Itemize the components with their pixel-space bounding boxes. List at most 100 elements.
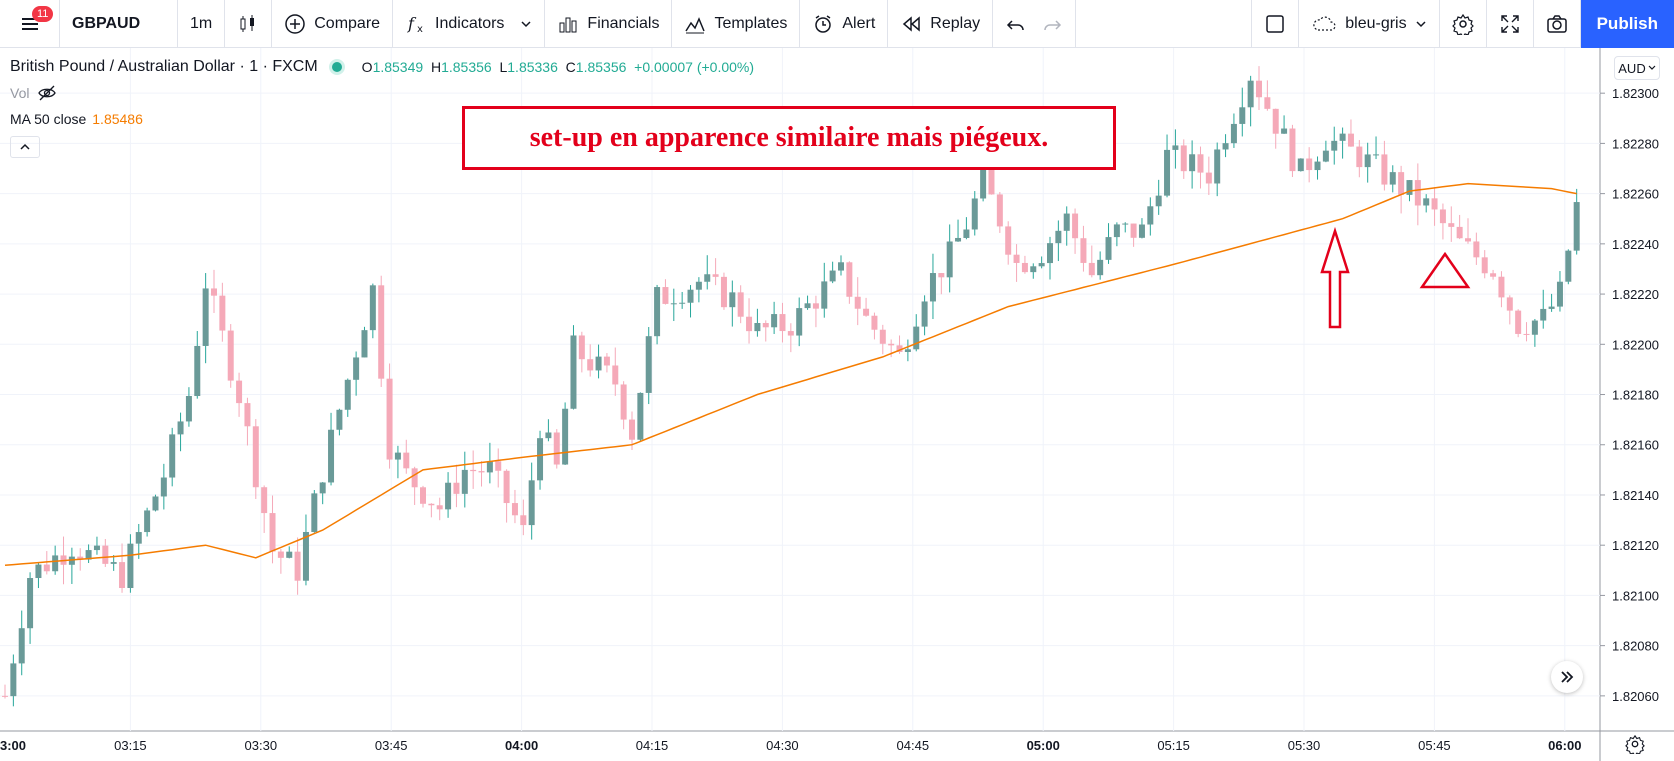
time-tick-label: 05:15 bbox=[1157, 738, 1190, 753]
templates-button[interactable]: Templates bbox=[672, 0, 801, 48]
candle-body bbox=[812, 303, 819, 309]
layout-name-button[interactable]: bleu-gris bbox=[1299, 0, 1440, 48]
candle-body bbox=[988, 167, 995, 195]
candle-body bbox=[971, 198, 978, 230]
rewind-icon bbox=[903, 15, 921, 32]
time-tick-label: 06:00 bbox=[1548, 738, 1581, 753]
candle-body bbox=[578, 335, 585, 360]
candle-body bbox=[386, 378, 393, 460]
snapshot-button[interactable] bbox=[1534, 0, 1581, 48]
collapse-legend-button[interactable] bbox=[10, 136, 40, 158]
candle-body bbox=[486, 461, 493, 473]
candle-body bbox=[1214, 149, 1221, 184]
candle-body bbox=[695, 281, 702, 290]
symbol-title[interactable]: British Pound / Australian Dollar · 1 · … bbox=[10, 58, 318, 75]
publish-button[interactable]: Publish bbox=[1580, 0, 1674, 48]
candle-body bbox=[1021, 262, 1028, 273]
candle-body bbox=[1481, 257, 1488, 274]
candle-body bbox=[1105, 237, 1112, 260]
candle-body bbox=[720, 276, 727, 308]
candle-body bbox=[1548, 306, 1555, 309]
candle-body bbox=[194, 345, 201, 397]
candle-body bbox=[261, 487, 268, 514]
financials-button[interactable]: Financials bbox=[545, 0, 673, 48]
candle-body bbox=[863, 308, 870, 316]
candle-body bbox=[829, 270, 836, 282]
candle-body bbox=[1398, 172, 1405, 195]
settings-button[interactable] bbox=[1440, 0, 1487, 48]
candle-body bbox=[704, 274, 711, 282]
notification-badge: 11 bbox=[32, 5, 54, 22]
candle-body bbox=[1197, 154, 1204, 173]
alert-button[interactable]: Alert bbox=[800, 0, 889, 48]
ma-label[interactable]: MA 50 close bbox=[10, 111, 87, 127]
candle-body bbox=[1373, 154, 1380, 156]
interval-button[interactable]: 1m bbox=[178, 0, 226, 48]
candle-body bbox=[1414, 180, 1421, 206]
candle-body bbox=[445, 482, 452, 510]
candle-body bbox=[52, 555, 59, 572]
candle-body bbox=[612, 365, 619, 385]
layout-toggle-button[interactable] bbox=[1251, 0, 1300, 48]
symbol-search-button[interactable]: GBPAUD bbox=[60, 0, 178, 48]
scroll-to-realtime-button[interactable] bbox=[1551, 661, 1583, 693]
currency-button[interactable]: AUD bbox=[1614, 56, 1660, 80]
redo-icon[interactable] bbox=[1041, 13, 1063, 35]
candle-body bbox=[1523, 333, 1530, 335]
candle-body bbox=[587, 359, 594, 371]
price-tick-label: 1.82200 bbox=[1612, 337, 1659, 352]
candle-body bbox=[1306, 158, 1313, 171]
candle-body bbox=[394, 452, 401, 460]
ohlc-values: O1.85349 H1.85356 L1.85336 C1.85356 +0.0… bbox=[361, 59, 755, 75]
replay-button[interactable]: Replay bbox=[888, 0, 994, 48]
candle-body bbox=[1322, 150, 1329, 162]
candle-body bbox=[637, 392, 644, 440]
price-chart[interactable]: 1.82300 1.82280 1.82260 1.82240 1.82220 1.822… bbox=[0, 48, 1674, 761]
candle-body bbox=[85, 550, 92, 560]
compare-button[interactable]: Compare bbox=[272, 0, 394, 48]
candle-body bbox=[369, 285, 376, 331]
candle-body bbox=[537, 438, 544, 481]
candle-body bbox=[144, 510, 151, 533]
candle-body bbox=[1289, 128, 1296, 172]
chart-type-button[interactable] bbox=[225, 0, 273, 48]
main-menu-button[interactable]: 11 bbox=[0, 0, 60, 48]
candle-body bbox=[1314, 161, 1321, 171]
candle-body bbox=[420, 487, 426, 504]
chevron-down-icon[interactable] bbox=[520, 18, 532, 30]
candle-body bbox=[1356, 146, 1363, 168]
price-tick-label: 1.82280 bbox=[1612, 136, 1659, 151]
candle-body bbox=[1498, 276, 1505, 298]
candle-body bbox=[888, 343, 895, 346]
vol-label[interactable]: Vol bbox=[10, 85, 30, 101]
replay-label: Replay bbox=[930, 14, 981, 32]
candle-body bbox=[1281, 128, 1288, 134]
candle-body bbox=[378, 285, 385, 379]
candle-body bbox=[754, 322, 761, 332]
candle-body bbox=[1448, 223, 1455, 227]
plus-circle-icon bbox=[285, 13, 305, 34]
candle-body bbox=[353, 357, 360, 380]
candle-body bbox=[135, 532, 142, 544]
eye-hidden-icon[interactable] bbox=[37, 85, 57, 101]
candle-body bbox=[771, 314, 778, 328]
fullscreen-button[interactable] bbox=[1487, 0, 1534, 48]
candle-body bbox=[470, 469, 477, 472]
candle-body bbox=[1005, 226, 1012, 255]
price-tick-label: 1.82140 bbox=[1612, 488, 1659, 503]
candle-body bbox=[202, 288, 209, 346]
annotation-text-box[interactable]: set-up en apparence similaire mais piége… bbox=[462, 106, 1116, 170]
undo-icon[interactable] bbox=[1005, 13, 1027, 35]
candle-body bbox=[1222, 143, 1229, 150]
candle-body bbox=[152, 496, 159, 511]
chart-area[interactable]: 1.82300 1.82280 1.82260 1.82240 1.82220 1.822… bbox=[0, 48, 1674, 761]
candle-body bbox=[244, 403, 251, 427]
candle-body bbox=[838, 262, 844, 271]
time-tick-label: 04:30 bbox=[766, 738, 799, 753]
candle-body bbox=[1347, 133, 1354, 147]
time-tick-label: 04:45 bbox=[897, 738, 930, 753]
camera-icon bbox=[1546, 14, 1567, 33]
axis-settings-button[interactable] bbox=[1625, 734, 1645, 759]
candle-body bbox=[10, 663, 17, 697]
